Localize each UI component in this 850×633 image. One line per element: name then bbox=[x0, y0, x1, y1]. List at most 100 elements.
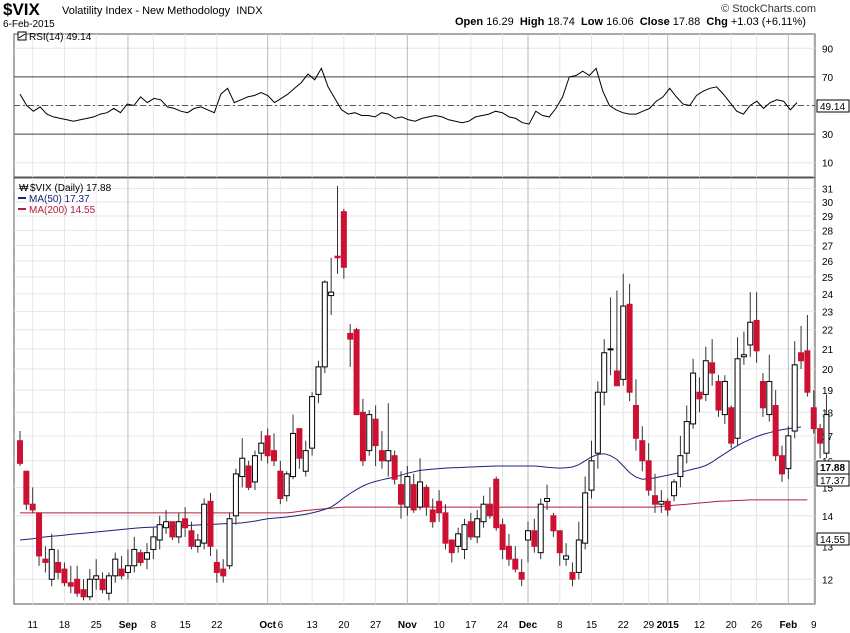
price-tick-label: 25 bbox=[822, 273, 834, 284]
candle bbox=[378, 431, 385, 469]
candle-body-down bbox=[423, 486, 430, 508]
candle bbox=[334, 185, 341, 274]
candle bbox=[582, 476, 589, 550]
candle-body-down bbox=[429, 509, 436, 523]
candle-body-down bbox=[715, 380, 722, 411]
price-tick-label: 26 bbox=[822, 257, 834, 268]
x-tick-label: 29 bbox=[643, 620, 655, 631]
candle-body-down bbox=[410, 484, 417, 511]
candle-body-down bbox=[17, 440, 23, 464]
candle bbox=[569, 562, 576, 587]
candle-body-up bbox=[321, 281, 328, 368]
candle-body-down bbox=[772, 405, 779, 457]
candle-body-down bbox=[359, 411, 366, 462]
candle-body-down bbox=[188, 530, 195, 547]
candle-body-up bbox=[251, 455, 258, 483]
price-tick-label: 30 bbox=[822, 198, 834, 209]
candle bbox=[632, 379, 639, 451]
candle bbox=[556, 530, 563, 566]
candle bbox=[537, 498, 544, 560]
x-tick-label: 10 bbox=[434, 620, 446, 631]
candle bbox=[683, 405, 690, 464]
rsi-tick-label: 30 bbox=[822, 130, 834, 141]
candle-body-down bbox=[798, 352, 805, 362]
candle bbox=[798, 325, 805, 369]
candle bbox=[607, 297, 614, 376]
candle bbox=[810, 390, 817, 434]
candle-body-down bbox=[398, 484, 404, 505]
candle bbox=[429, 498, 436, 528]
candle-body-up bbox=[302, 450, 309, 472]
ticker-symbol: $VIX bbox=[3, 0, 40, 19]
candle bbox=[258, 431, 265, 461]
price-tick-label: 31 bbox=[822, 184, 834, 195]
candle bbox=[80, 579, 87, 601]
candle bbox=[226, 512, 233, 570]
close-value: 17.88 bbox=[672, 16, 701, 28]
candle bbox=[715, 375, 722, 417]
candle bbox=[759, 373, 766, 417]
candle-body-up bbox=[575, 539, 582, 573]
candle-body-up bbox=[690, 372, 697, 425]
high-label: High bbox=[519, 16, 545, 28]
candle bbox=[499, 518, 506, 560]
x-tick-label: 2015 bbox=[657, 620, 680, 631]
candle bbox=[518, 559, 525, 587]
candle bbox=[753, 292, 760, 363]
candle bbox=[417, 458, 424, 510]
candle-body-up bbox=[677, 455, 684, 478]
candle-body-down bbox=[169, 521, 176, 538]
candle bbox=[480, 495, 487, 528]
candle-body-up bbox=[544, 498, 551, 502]
x-tick-label: 15 bbox=[586, 620, 598, 631]
candle bbox=[150, 527, 157, 560]
candle-body-up bbox=[766, 380, 773, 416]
candle bbox=[594, 381, 601, 469]
x-tick-label: 8 bbox=[557, 620, 563, 631]
rsi-last-value-tag: 49.14 bbox=[816, 99, 850, 113]
candle-body-down bbox=[556, 530, 563, 554]
candle bbox=[404, 465, 411, 516]
candle-body-up bbox=[601, 352, 608, 393]
candle-body-down bbox=[810, 407, 817, 430]
candle bbox=[86, 569, 93, 601]
candle-body-up bbox=[658, 500, 665, 505]
price-tick-label: 24 bbox=[822, 290, 834, 301]
candle bbox=[277, 460, 284, 505]
candle bbox=[620, 273, 627, 386]
candle-body-up bbox=[671, 481, 678, 497]
rsi-legend-icon-stroke bbox=[18, 33, 26, 39]
candle bbox=[544, 484, 551, 510]
rsi-tick-label: 70 bbox=[822, 73, 834, 84]
candle bbox=[99, 572, 106, 594]
price-tick-label: 13 bbox=[822, 542, 834, 553]
candle bbox=[823, 394, 830, 459]
candle bbox=[804, 314, 811, 397]
candle bbox=[791, 341, 798, 439]
candlesticks bbox=[17, 185, 830, 601]
candle bbox=[169, 521, 176, 541]
candle bbox=[696, 377, 703, 413]
candle-body-up bbox=[588, 460, 595, 491]
candle bbox=[283, 471, 290, 502]
candle bbox=[353, 327, 360, 416]
rsi-legend-label: RSI(14) 49.14 bbox=[29, 32, 92, 43]
candle-body-down bbox=[99, 578, 106, 591]
candle-body-up bbox=[309, 396, 316, 449]
candle bbox=[728, 405, 735, 449]
candle-body-down bbox=[645, 460, 652, 491]
candle-body-up bbox=[232, 473, 239, 517]
candle bbox=[588, 440, 595, 499]
candle-body-up bbox=[105, 575, 112, 594]
price-legend-icon: ₩ bbox=[19, 183, 29, 194]
candle-body-up bbox=[620, 305, 627, 380]
candle bbox=[340, 208, 347, 279]
price-tick-label: 27 bbox=[822, 241, 834, 252]
candle bbox=[251, 450, 258, 491]
candle bbox=[74, 565, 81, 597]
candle-body-down bbox=[67, 582, 74, 587]
candle-body-up bbox=[582, 492, 589, 544]
open-label: Open bbox=[455, 16, 484, 28]
candle bbox=[182, 507, 189, 537]
